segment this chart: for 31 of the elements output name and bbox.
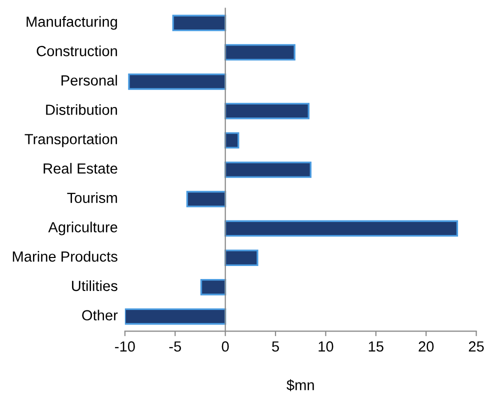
y-tick-label: Construction bbox=[36, 46, 117, 56]
y-tick-label: Utilities bbox=[72, 280, 118, 292]
y-tick-label: Other bbox=[82, 310, 118, 320]
y-tick-label: Transportation bbox=[24, 134, 117, 148]
bar bbox=[124, 308, 226, 325]
y-tick-label: Distribution bbox=[46, 104, 117, 115]
x-axis-title: $mn bbox=[286, 379, 314, 392]
y-tick-label: Real Estate bbox=[44, 162, 118, 174]
x-tick-label: 20 bbox=[418, 341, 434, 352]
y-tick-label: Personal bbox=[62, 74, 117, 86]
x-tick-label: 5 bbox=[272, 341, 279, 352]
bar bbox=[186, 190, 226, 208]
bar bbox=[224, 44, 296, 60]
x-tick-label: -5 bbox=[169, 341, 181, 352]
bar bbox=[224, 162, 312, 178]
x-tick-label: 15 bbox=[368, 341, 384, 352]
x-tick-label: 25 bbox=[468, 341, 484, 352]
bar bbox=[224, 102, 310, 120]
y-tick-label: Agriculture bbox=[48, 222, 118, 236]
x-tick-label: 10 bbox=[318, 341, 334, 352]
bar bbox=[128, 73, 226, 90]
x-tick-label: 0 bbox=[222, 341, 229, 352]
y-tick-label: Manufacturing bbox=[26, 16, 117, 30]
bar bbox=[224, 220, 458, 237]
bar bbox=[200, 278, 226, 296]
bar bbox=[172, 14, 226, 32]
y-tick-label: Marine Products bbox=[12, 251, 118, 262]
x-tick-label: -10 bbox=[115, 341, 135, 352]
bar bbox=[224, 250, 258, 266]
bar bbox=[224, 132, 240, 149]
y-tick-label: Tourism bbox=[67, 192, 117, 204]
